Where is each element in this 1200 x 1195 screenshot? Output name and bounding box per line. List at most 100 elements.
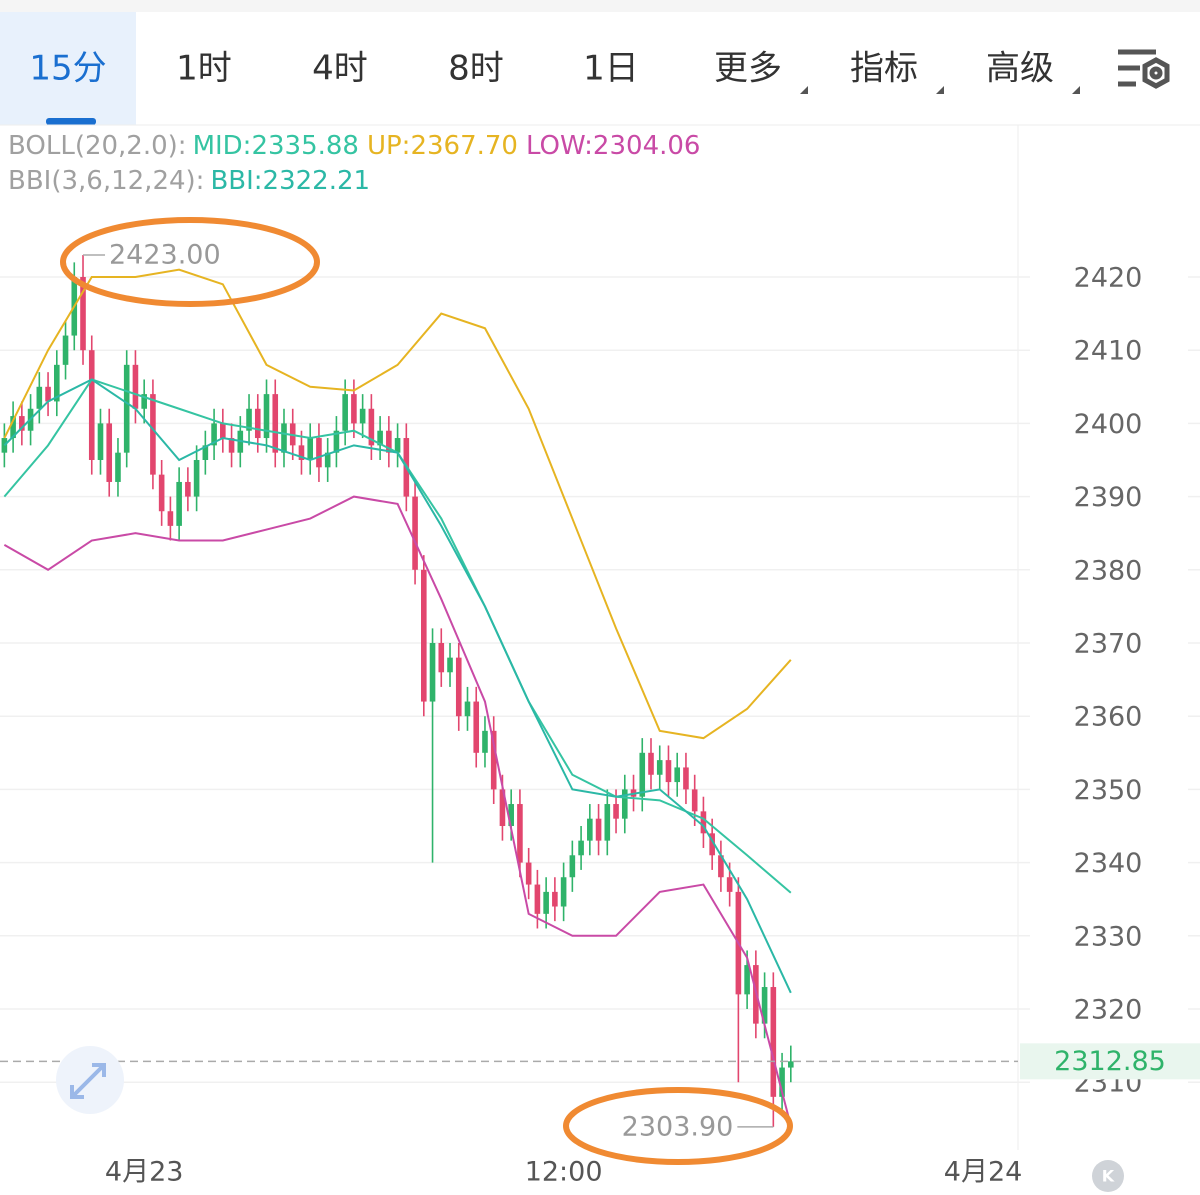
candle-body <box>490 730 497 790</box>
x-tick-label: 4月23 <box>105 1157 184 1188</box>
tab-bar: 15分 1时 4时 8时 1日 更多 指标 高级 <box>29 49 1080 94</box>
last-price-label: 2312.85 <box>1054 1046 1166 1077</box>
candle-body <box>220 423 226 439</box>
candle-body <box>324 452 331 468</box>
candle-body <box>351 394 357 424</box>
candle-body <box>53 364 60 402</box>
indicator-row: BBI(3,6,12,24): BBI:2322.21 <box>8 166 370 196</box>
candle-body <box>578 840 584 856</box>
tab[interactable]: 指标 <box>850 49 918 89</box>
candle-body <box>543 891 549 914</box>
tab[interactable]: 高级 <box>986 49 1054 89</box>
active-tab-indicator <box>46 118 96 125</box>
indicator-line <box>3 378 792 994</box>
indicator-legend: BOLL(20,2.0): MID:2335.88 UP:2367.70 LOW:23… <box>8 131 700 196</box>
candle-body <box>508 804 514 826</box>
y-tick-label: 2350 <box>1074 775 1143 806</box>
indicator-name: BBI(3,6,12,24): <box>8 166 204 196</box>
candle-body <box>88 350 95 460</box>
candle-body <box>132 364 139 409</box>
highlight-ellipse <box>60 217 320 307</box>
candle-body <box>473 701 480 753</box>
y-tick-label: 2360 <box>1074 702 1143 733</box>
candle-body <box>552 891 558 907</box>
candle-body <box>726 877 733 892</box>
candle-body <box>263 394 270 439</box>
tab[interactable]: 15分 <box>29 49 106 89</box>
candle-body <box>368 408 375 446</box>
candle-body <box>621 789 628 819</box>
candle-body <box>744 965 750 995</box>
candle-body <box>683 767 689 790</box>
candle-body <box>62 335 69 365</box>
candle-body <box>779 1067 785 1097</box>
candle-body <box>176 481 182 526</box>
indicator-value: BBI:2322.21 <box>210 166 370 196</box>
candle-body <box>604 804 611 841</box>
candle-body <box>770 987 777 1097</box>
x-tick-label: 4月24 <box>944 1157 1023 1188</box>
candle-body <box>115 452 121 482</box>
candle-body <box>709 833 715 856</box>
y-tick-label: 2400 <box>1074 409 1143 440</box>
candle-body <box>569 855 576 878</box>
candle-body <box>19 416 25 431</box>
indicator-line <box>3 495 792 1126</box>
last-price-box <box>1020 1043 1200 1080</box>
svg-text:K: K <box>1102 1167 1115 1186</box>
candle-body <box>761 987 768 1024</box>
candle-body <box>281 423 287 453</box>
candle-body <box>613 804 619 819</box>
candle-body <box>97 423 104 460</box>
tab[interactable]: 8时 <box>448 49 504 89</box>
candle-body <box>377 430 383 446</box>
candle-body <box>45 386 51 402</box>
candle-body <box>386 430 392 453</box>
candle-body <box>211 423 217 446</box>
candle-body <box>674 767 681 783</box>
indicator-value: UP:2367.70 <box>367 131 518 161</box>
tab[interactable]: 更多 <box>714 49 782 89</box>
candle-body <box>429 643 436 702</box>
indicator-row: BOLL(20,2.0): MID:2335.88 UP:2367.70 LOW:23… <box>8 131 700 161</box>
candle-body <box>648 752 654 775</box>
k-button[interactable]: K <box>1092 1160 1124 1192</box>
candle-body <box>193 460 200 497</box>
candle-body <box>228 438 235 453</box>
tab[interactable]: 1日 <box>583 49 639 89</box>
candle-body <box>272 394 279 453</box>
candle-body <box>464 701 471 717</box>
candle-body <box>587 818 593 841</box>
y-tick-label: 2320 <box>1074 995 1143 1026</box>
candle-body <box>700 811 707 834</box>
y-tick-label: 2380 <box>1074 555 1143 586</box>
y-tick-label: 2340 <box>1074 848 1143 879</box>
indicator-line <box>3 268 792 740</box>
active-tab-bg <box>0 12 136 125</box>
candle-body <box>665 760 672 783</box>
indicator-value: MID:2335.88 <box>193 131 359 161</box>
dropdown-caret <box>800 86 808 94</box>
indicator-name: BOLL(20,2.0): <box>8 131 187 161</box>
candle-body <box>158 474 165 512</box>
y-tick-label: 2410 <box>1074 336 1143 367</box>
expand-button[interactable] <box>56 1046 124 1114</box>
status-strip <box>0 0 1200 12</box>
candle-body <box>412 496 418 570</box>
candle-body <box>560 877 567 907</box>
candle-body <box>359 408 366 424</box>
highlight-ellipse <box>563 1087 793 1165</box>
candle-body <box>788 1061 794 1068</box>
tab[interactable]: 4时 <box>312 49 368 89</box>
tab[interactable]: 1时 <box>176 49 232 89</box>
y-tick-label: 2370 <box>1074 629 1143 660</box>
candle-body <box>691 789 698 812</box>
candle-body <box>185 481 191 497</box>
plot: 2310232023302340235023602370238023902400… <box>0 240 1200 1188</box>
candle-body <box>718 855 724 878</box>
candle-body <box>1 438 8 453</box>
settings-icon[interactable] <box>1118 49 1170 89</box>
candle-body <box>202 445 209 460</box>
dropdown-caret <box>936 86 944 94</box>
